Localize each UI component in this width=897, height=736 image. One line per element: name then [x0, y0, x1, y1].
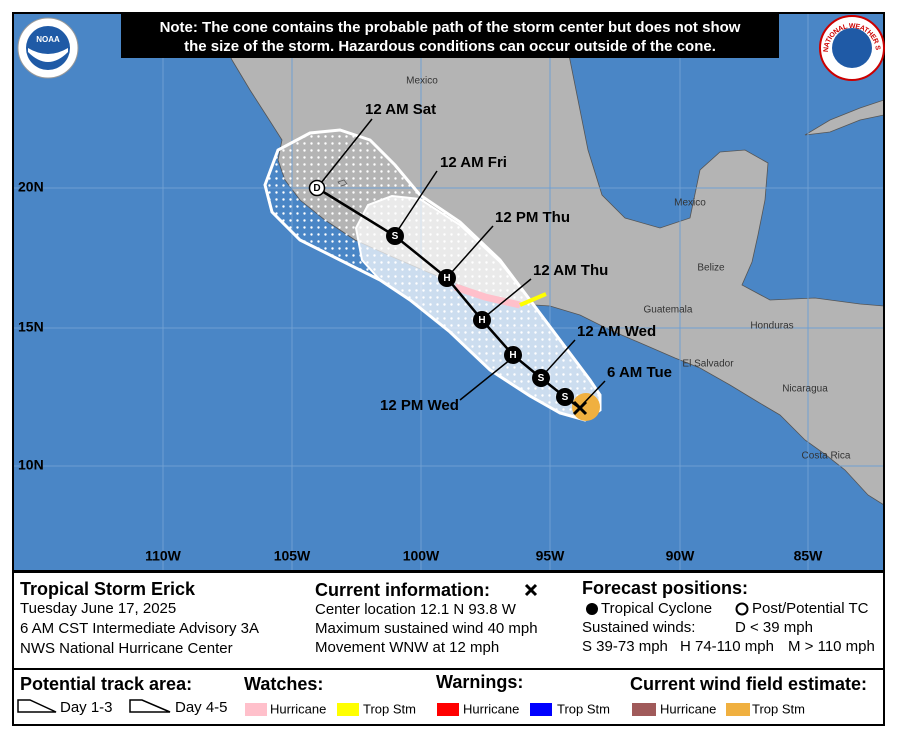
place-label: Mexico: [406, 76, 438, 87]
time-label: 12 AM Fri: [440, 154, 507, 171]
watches-title: Watches:: [244, 674, 323, 694]
time-label: 12 PM Thu: [495, 209, 570, 226]
time-label: 12 AM Sat: [365, 101, 436, 118]
legend-frame: [12, 571, 885, 726]
tc-label: Tropical Cyclone: [601, 600, 712, 617]
track-symbol: H: [478, 315, 485, 326]
lon-label: 105W: [274, 548, 311, 564]
office: NWS National Hurricane Center: [20, 640, 233, 657]
current-position: [572, 400, 588, 416]
track-symbol: D: [313, 183, 320, 194]
leader-line: [459, 358, 512, 401]
lon-label: 90W: [666, 548, 696, 564]
place-label: Costa Rica: [802, 451, 851, 462]
note-line: Note: The cone contains the probable pat…: [160, 19, 741, 36]
wind-field: [572, 393, 600, 421]
wind-d: D < 39 mph: [735, 619, 813, 636]
time-label: 12 AM Wed: [577, 323, 656, 340]
track-symbol: H: [443, 273, 450, 284]
leader-line: [485, 278, 532, 317]
wind-m: M > 110 mph: [788, 638, 875, 655]
swatch: [437, 703, 459, 716]
hurricane-watch: [453, 283, 521, 309]
swatch: [337, 703, 359, 716]
center-location: Center location 12.1 N 93.8 W: [315, 601, 517, 618]
day13-icon: [17, 699, 57, 713]
forecast-title: Forecast positions:: [582, 578, 748, 598]
track-point: [532, 369, 550, 387]
swatch: [245, 703, 267, 716]
swatch: [726, 703, 750, 716]
wind-title: Current wind field estimate:: [630, 674, 867, 694]
leader-line: [582, 380, 606, 405]
note-line: the size of the storm. Hazardous conditi…: [184, 38, 716, 55]
current-title: Current information:: [315, 580, 490, 600]
track-title: Potential track area:: [20, 674, 192, 694]
place-label: Honduras: [750, 321, 793, 332]
place-label: Guatemala: [644, 305, 693, 316]
place-label: El Salvador: [682, 359, 734, 370]
warnings-title: Warnings:: [436, 672, 523, 692]
max-wind: Maximum sustained wind 40 mph: [315, 620, 538, 637]
date: Tuesday June 17, 2025: [20, 600, 176, 617]
lon-label: 95W: [536, 548, 566, 564]
track-symbol: S: [392, 231, 399, 242]
track-symbol: S: [562, 392, 569, 403]
time-label: 6 AM Tue: [607, 364, 672, 381]
day13-label: Day 1-3: [60, 699, 113, 716]
track-point: [473, 311, 491, 329]
swatch: [632, 703, 656, 716]
place-label: Belize: [697, 263, 725, 274]
leader-line: [544, 339, 576, 374]
time-label: 12 PM Wed: [380, 397, 459, 414]
advisory: 6 AM CST Intermediate Advisory 3A: [20, 620, 259, 637]
warning-ts: Trop Stm: [557, 701, 610, 716]
wind-hurricane: Hurricane: [660, 701, 716, 716]
tropical-storm-watch: [519, 292, 547, 307]
place-label: Nicaragua: [782, 384, 828, 395]
leader-line: [397, 170, 438, 231]
day45-icon: [129, 699, 171, 713]
wind-s: S 39-73 mph: [582, 638, 668, 655]
track-point: [308, 179, 326, 197]
time-label: 12 AM Thu: [533, 262, 608, 279]
watch-ts: Trop Stm: [363, 701, 416, 716]
wind-h: H 74-110 mph: [680, 638, 774, 655]
storm-name: Tropical Storm Erick: [20, 579, 196, 599]
lat-label: 15N: [18, 319, 44, 335]
tc-icon: [586, 603, 598, 615]
day45-label: Day 4-5: [175, 699, 228, 716]
map: Mexico Mexico Belize Guatemala Honduras El Sa…: [13, 13, 884, 571]
post-tc-label: Post/Potential TC: [752, 600, 869, 617]
lon-label: 100W: [403, 548, 440, 564]
winds-title: Sustained winds:: [582, 619, 695, 636]
leader-line: [450, 225, 494, 274]
track-point: [386, 227, 404, 245]
track-point: [556, 388, 574, 406]
place-label: Mexico: [674, 198, 706, 209]
wind-ts: Trop Stm: [752, 701, 805, 716]
track-symbol: H: [509, 350, 516, 361]
current-icon: [524, 583, 538, 597]
leader-line: [320, 118, 373, 184]
track-symbol: S: [538, 373, 545, 384]
note-box: [121, 14, 779, 58]
track-point: [504, 346, 522, 364]
lon-label: 110W: [145, 548, 182, 564]
movement: Movement WNW at 12 mph: [315, 639, 499, 656]
post-tc-icon: [735, 602, 749, 616]
watch-hurricane: Hurricane: [270, 701, 326, 716]
lat-label: 20N: [18, 179, 44, 195]
noaa-logo: NOAA: [17, 17, 79, 79]
track-point: [438, 269, 456, 287]
noaa-text: NOAA: [36, 35, 60, 44]
warning-hurricane: Hurricane: [463, 701, 519, 716]
swatch: [530, 703, 552, 716]
lat-label: 10N: [18, 457, 44, 473]
cuba: [804, 99, 884, 136]
lon-label: 85W: [794, 548, 824, 564]
